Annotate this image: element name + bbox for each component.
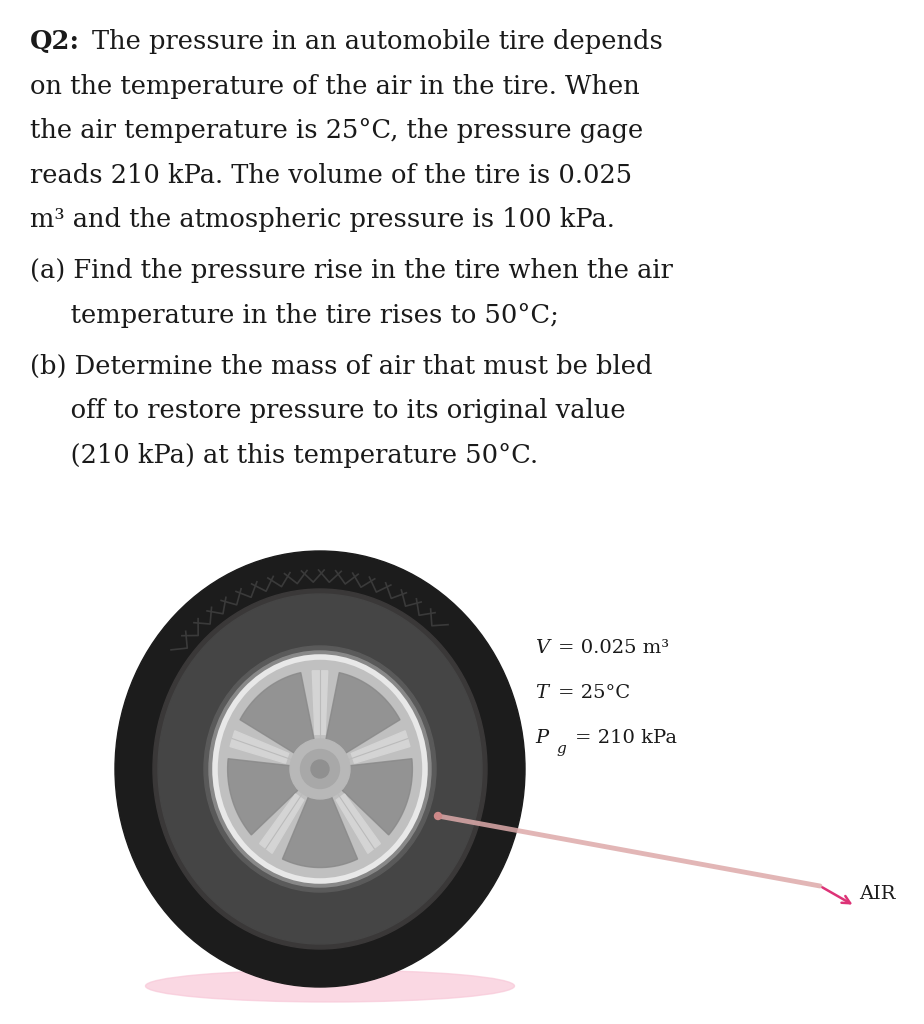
Ellipse shape bbox=[145, 970, 515, 1002]
Text: (210 kPa) at this temperature 50°C.: (210 kPa) at this temperature 50°C. bbox=[30, 442, 538, 468]
Polygon shape bbox=[227, 759, 320, 835]
Ellipse shape bbox=[209, 651, 431, 887]
Ellipse shape bbox=[158, 594, 482, 944]
Ellipse shape bbox=[434, 812, 442, 819]
Text: (a) Find the pressure rise in the tire when the air: (a) Find the pressure rise in the tire w… bbox=[30, 258, 673, 284]
Text: the air temperature is 25°C, the pressure gage: the air temperature is 25°C, the pressur… bbox=[30, 118, 643, 143]
Text: Q2:: Q2: bbox=[30, 29, 80, 54]
Ellipse shape bbox=[215, 657, 425, 881]
Polygon shape bbox=[336, 794, 381, 853]
Polygon shape bbox=[230, 731, 288, 763]
Text: The pressure in an automobile tire depends: The pressure in an automobile tire depen… bbox=[92, 29, 663, 54]
Text: reads 210 kPa. The volume of the tire is 0.025: reads 210 kPa. The volume of the tire is… bbox=[30, 163, 632, 187]
Ellipse shape bbox=[311, 760, 329, 778]
Ellipse shape bbox=[290, 739, 350, 799]
Polygon shape bbox=[351, 731, 410, 763]
Polygon shape bbox=[320, 673, 400, 769]
Ellipse shape bbox=[300, 750, 339, 788]
Text: AIR: AIR bbox=[859, 885, 895, 903]
Polygon shape bbox=[260, 794, 304, 853]
Polygon shape bbox=[283, 769, 358, 867]
Polygon shape bbox=[320, 759, 412, 835]
Ellipse shape bbox=[153, 589, 487, 949]
Ellipse shape bbox=[204, 646, 436, 892]
Text: temperature in the tire rises to 50°C;: temperature in the tire rises to 50°C; bbox=[30, 303, 559, 328]
Text: g: g bbox=[556, 742, 565, 756]
Text: = 25°C: = 25°C bbox=[558, 684, 630, 702]
Text: = 0.025 m³: = 0.025 m³ bbox=[558, 639, 669, 657]
Text: off to restore pressure to its original value: off to restore pressure to its original … bbox=[30, 398, 626, 423]
Text: m³ and the atmospheric pressure is 100 kPa.: m³ and the atmospheric pressure is 100 k… bbox=[30, 207, 614, 232]
Text: V: V bbox=[535, 639, 549, 657]
Text: on the temperature of the air in the tire. When: on the temperature of the air in the tir… bbox=[30, 74, 639, 98]
Polygon shape bbox=[240, 673, 320, 769]
Text: = 210 kPa: = 210 kPa bbox=[575, 729, 677, 746]
Text: (b) Determine the mass of air that must be bled: (b) Determine the mass of air that must … bbox=[30, 354, 652, 379]
Polygon shape bbox=[312, 671, 328, 734]
Text: P: P bbox=[535, 729, 548, 746]
Text: T: T bbox=[535, 684, 548, 702]
Ellipse shape bbox=[115, 551, 525, 987]
